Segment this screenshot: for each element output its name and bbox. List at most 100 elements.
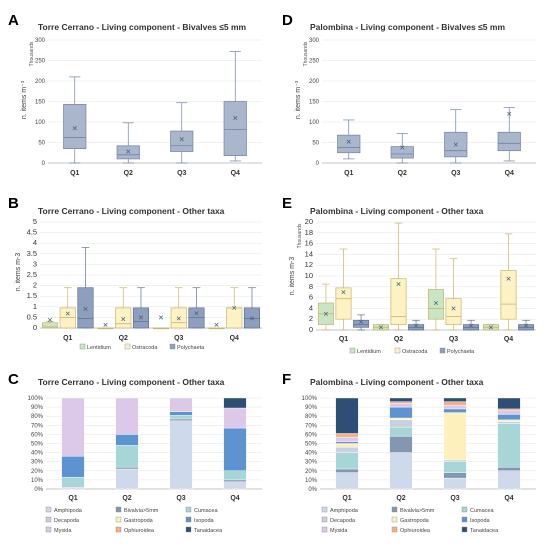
y-tick-label: 250: [35, 59, 46, 65]
bar-segment-amphipoda-q1: [61, 486, 85, 490]
legend-swatch-lentidium: [349, 347, 356, 354]
y-tick-label: 100: [35, 120, 46, 126]
box-q4-polychaeta: [518, 319, 535, 331]
chart-c-torre-cerrano-composition: Torre Cerrano - Living component - Other…: [28, 377, 262, 534]
bar-segment-amphipoda-q2: [389, 452, 413, 490]
box-iqr: [63, 104, 87, 150]
bar-segment-ophiuroidea-q2: [389, 401, 413, 404]
chart-title: Torre Cerrano - Living component - Other…: [38, 377, 225, 387]
y-tick-label: 70%: [305, 423, 318, 429]
box-iqr: [223, 101, 247, 156]
y-tick-label: 3.5: [27, 249, 37, 258]
legend-swatch-cumacea: [185, 506, 192, 513]
box-q3-ostracoda: [445, 258, 462, 331]
bar-segment-cumacea-q4: [497, 423, 521, 468]
category-label-q4: Q4: [230, 495, 239, 502]
y-tick-label: 16: [305, 239, 313, 248]
chart-title: Palombina - Living component - Other tax…: [310, 377, 484, 387]
bar-segment-gastropoda-q3: [443, 412, 467, 461]
mean-marker: [451, 306, 456, 311]
mean-marker: [378, 325, 383, 330]
legend-swatch-tanaidacea: [185, 526, 192, 533]
box-q1-lentidium: [317, 283, 334, 331]
bar-segment-tanaidacea-q2: [389, 397, 413, 402]
box-q1-lentidium: [41, 317, 59, 329]
bar-segment-amphipoda-q4: [223, 481, 247, 490]
box-iqr: [243, 307, 261, 329]
category-label-q1: Q1: [63, 335, 72, 342]
bar-segment-ophiuroidea-q3: [443, 401, 467, 406]
legend-swatch-ostracoda: [124, 343, 131, 350]
mean-marker: [396, 282, 401, 287]
y-unit-note: Thousands: [297, 223, 303, 248]
box-q4-polychaeta: [243, 287, 261, 329]
legend-swatch-decapoda: [321, 516, 328, 523]
mean-marker: [453, 142, 458, 147]
y-tick-label: 300: [309, 38, 320, 44]
bar-segment-decapoda-q4: [497, 421, 521, 424]
bar-segment-amphipoda-q1: [335, 472, 359, 490]
bar-segment-tanaidacea-q3: [443, 397, 467, 402]
legend-label-amphipoda: Amphipoda: [54, 508, 83, 514]
y-tick-label: 40%: [305, 451, 318, 457]
y-tick-label: 80%: [31, 414, 44, 420]
box-iqr: [116, 145, 140, 160]
mean-marker: [524, 323, 529, 328]
mean-marker: [341, 290, 346, 295]
bar-segment-mysida-q1: [61, 397, 85, 457]
category-label-q2: Q2: [122, 495, 131, 502]
bar-segment-tanaidacea-q1: [335, 397, 359, 434]
bar-segment-cumacea-q1: [61, 476, 85, 487]
category-label-q3: Q3: [451, 170, 460, 177]
y-tick-label: 6: [309, 293, 313, 302]
y-axis-label: n. items m-3: [15, 253, 22, 292]
mean-marker: [103, 322, 108, 327]
bar-segment-cumacea-q4: [223, 470, 247, 481]
y-tick-label: 50%: [31, 442, 44, 448]
y-tick-label: 100%: [302, 396, 318, 402]
y-tick-label: 8: [309, 282, 313, 291]
category-label-q2: Q2: [124, 170, 133, 177]
y-tick-label: 150: [309, 100, 320, 106]
legend-swatch-mysida: [321, 526, 328, 533]
box-q2: [390, 133, 414, 164]
box-q4: [223, 51, 247, 162]
box-q3: [444, 109, 468, 164]
y-tick-label: 4: [309, 303, 313, 312]
mean-marker: [346, 139, 351, 144]
legend-label-cumacea: Cumacea: [470, 508, 494, 514]
y-tick-label: 200: [35, 79, 46, 85]
box-iqr: [337, 134, 361, 154]
bar-segment-decapoda-q1: [335, 446, 359, 453]
legend-swatch-polychaeta: [439, 347, 446, 354]
category-label-q4: Q4: [231, 170, 240, 177]
mean-marker: [232, 305, 237, 310]
box-q2-ostracoda: [115, 287, 132, 329]
box-iqr: [226, 307, 243, 329]
mean-marker: [433, 300, 438, 306]
mean-marker: [121, 317, 126, 322]
legend-swatch-amphipoda: [321, 506, 328, 513]
box-q3-lentidium: [427, 248, 444, 331]
mean-marker: [414, 323, 419, 328]
bar-segment-bivalvia-5mm-q3: [169, 418, 193, 421]
box-q1-ostracoda: [335, 248, 352, 331]
mean-marker: [179, 137, 184, 142]
y-axis-label: n. items m⁻³: [295, 80, 302, 119]
box-iqr: [335, 287, 352, 320]
category-label-q1: Q1: [344, 170, 353, 177]
y-tick-label: 90%: [305, 405, 318, 411]
box-iqr: [353, 319, 370, 328]
box-iqr: [115, 307, 132, 329]
mean-marker: [214, 322, 219, 327]
mean-marker: [488, 325, 493, 330]
category-label-q2: Q2: [394, 336, 403, 343]
mean-marker: [507, 111, 512, 116]
category-label-q2: Q2: [398, 170, 407, 177]
y-tick-label: 100%: [28, 396, 44, 402]
bar-segment-gastropoda-q2: [389, 417, 413, 421]
box-q2-lentidium: [97, 322, 114, 330]
bar-segment-isopoda-q4: [497, 414, 521, 421]
bar-segment-gastropoda-q4: [497, 419, 521, 422]
legend-swatch-isopoda: [185, 516, 192, 523]
